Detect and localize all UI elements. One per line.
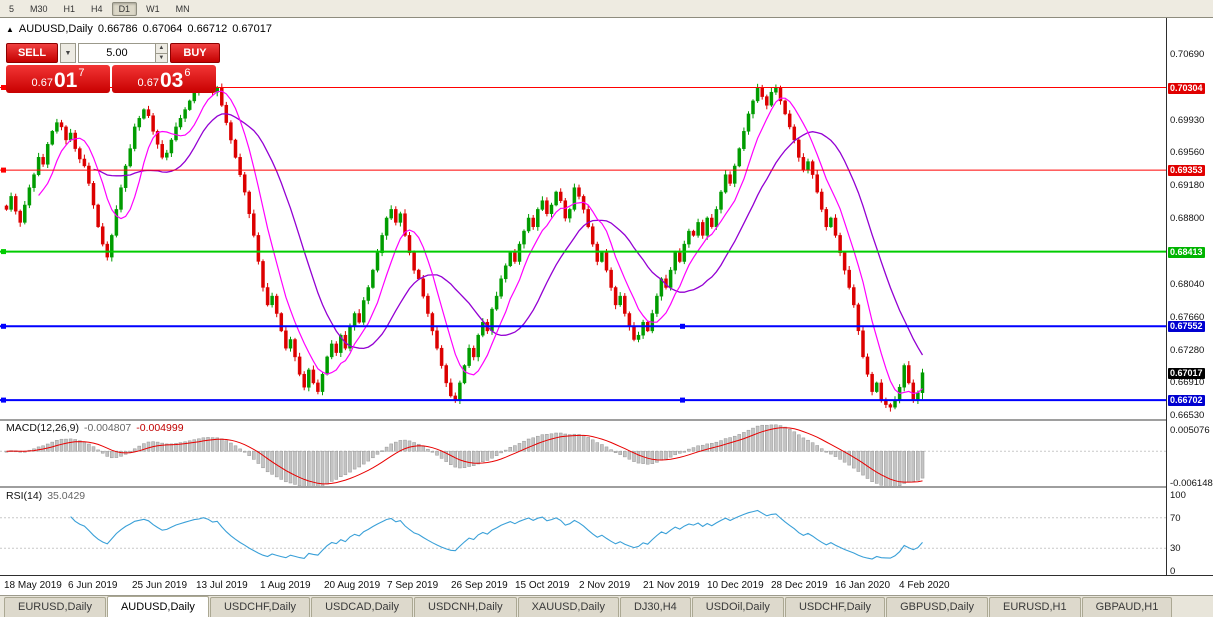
macd-pane [0,424,1166,486]
chart-tab-dj30-h4[interactable]: DJ30,H4 [619,597,691,617]
chart-tab-usdoil-daily[interactable]: USDOil,Daily [691,597,784,617]
date-label: 21 Nov 2019 [643,580,700,591]
y-axis-label: 0.66530 [1170,410,1205,421]
ohlc-low: 0.66712 [187,23,228,35]
buy-price-big: 03 [159,69,184,92]
date-label: 28 Dec 2019 [771,580,828,591]
macd-value-main: -0.004807 [83,422,132,434]
collapse-arrow-icon[interactable]: ▲ [6,25,14,34]
date-label: 25 Jun 2019 [132,580,188,591]
date-axis[interactable]: 18 May 2019 6 Jun 2019 25 Jun 2019 13 Jul 2… [0,575,1213,595]
rsi-value: 35.0429 [47,490,86,502]
rsi-pane [0,509,1166,560]
chart-tab-usdchf-daily[interactable]: USDCHF,Daily [784,597,886,617]
timeframe-button-h1[interactable]: H1 [63,3,76,14]
sell-price-prefix: 0.67 [31,77,53,89]
current-price-label: 0.67017 [1168,368,1205,379]
rsi-indicator-label: RSI(14) 35.0429 [6,490,90,502]
price-line-label: 0.67552 [1168,321,1205,332]
chart-tab-usdcnh-daily[interactable]: USDCNH,Daily [414,597,517,617]
volume-field: ▲ ▼ [78,43,168,63]
buy-price-prefix: 0.67 [137,77,159,89]
date-label: 13 Jul 2019 [196,580,248,591]
volume-down-arrow-icon[interactable]: ▼ [155,53,167,62]
date-label: 16 Jan 2020 [835,580,891,591]
y-axis-label: 0.69180 [1170,180,1205,191]
y-axis-label: 0.70690 [1170,49,1205,60]
chart-tab-usdcad-daily[interactable]: USDCAD,Daily [311,597,414,617]
y-axis-label: 0.68800 [1170,213,1205,224]
price-axis[interactable]: 0.706900.703100.699300.695600.691800.688… [1166,18,1213,577]
macd-value-signal: -0.004999 [136,422,184,434]
ohlc-close: 0.67017 [232,23,272,35]
buy-button[interactable]: BUY [170,43,220,63]
symbol-label: AUDUSD,Daily [18,23,93,35]
candles-layer [4,75,925,412]
timeframe-button-m30[interactable]: M30 [30,3,48,14]
price-line-label: 0.68413 [1168,247,1205,258]
rsi-axis-label: 0 [1170,566,1176,577]
date-label: 2 Nov 2019 [579,580,631,591]
volume-spinner: ▲ ▼ [154,44,167,62]
date-label: 20 Aug 2019 [324,580,381,591]
y-axis-label: 0.67280 [1170,345,1205,356]
buy-price-panel[interactable]: 0.67 03 6 [112,65,216,93]
date-label: 10 Dec 2019 [707,580,764,591]
macd-axis-label: -0.006148 [1170,478,1213,489]
chart-title: ▲ AUDUSD,Daily 0.66786 0.67064 0.66712 0.6701… [6,23,277,35]
date-label: 15 Oct 2019 [515,580,570,591]
timeframe-button-mn[interactable]: MN [175,3,190,14]
sell-price-panel[interactable]: 0.67 01 7 [6,65,110,93]
chart-tab-xauusd-daily[interactable]: XAUUSD,Daily [517,597,619,617]
date-label: 6 Jun 2019 [68,580,118,591]
volume-dropdown-icon[interactable]: ▼ [60,43,76,63]
rsi-axis-label: 100 [1170,490,1186,501]
price-line-label: 0.69353 [1168,165,1205,176]
rsi-axis-label: 30 [1170,543,1181,554]
timeframe-button-d1[interactable]: D1 [111,1,138,16]
volume-input[interactable] [79,44,155,62]
date-label: 1 Aug 2019 [260,580,311,591]
timeframe-toolbar: 5 M30 H1 H4 D1 W1 MN [0,0,1213,18]
one-click-trading-panel: SELL ▼ ▲ ▼ BUY 0.67 01 7 0.6 [6,43,220,93]
chart-tab-eurusd-daily[interactable]: EURUSD,Daily [4,597,106,617]
timeframe-button-h4[interactable]: H4 [91,3,103,14]
ohlc-open: 0.66786 [97,23,138,35]
date-label: 7 Sep 2019 [387,580,439,591]
y-axis-label: 0.69560 [1170,147,1205,158]
macd-name: MACD(12,26,9) [6,422,79,434]
timeframe-button-w1[interactable]: W1 [146,3,160,14]
macd-indicator-label: MACD(12,26,9) -0.004807 -0.004999 [6,422,189,434]
date-label: 18 May 2019 [4,580,62,591]
buy-price-pip: 6 [184,67,191,79]
rsi-name: RSI(14) [6,490,43,502]
sell-price-big: 01 [53,69,78,92]
chart-tab-gbpaud-h1[interactable]: GBPAUD,H1 [1081,597,1173,617]
sell-button[interactable]: SELL [6,43,58,63]
price-chart-canvas[interactable] [0,18,1166,575]
y-axis-label: 0.66910 [1170,377,1205,388]
chart-area: ▲ AUDUSD,Daily 0.66786 0.67064 0.66712 0.6701… [0,18,1213,595]
ohlc-high: 0.67064 [142,23,183,35]
y-axis-label: 0.67660 [1170,312,1205,323]
rsi-axis-label: 70 [1170,513,1181,524]
pane-splitter-macd[interactable] [0,419,1213,421]
volume-up-arrow-icon[interactable]: ▲ [155,44,167,54]
chart-tab-eurusd-h1[interactable]: EURUSD,H1 [989,597,1081,617]
date-label: 26 Sep 2019 [451,580,508,591]
y-axis-label: 0.68040 [1170,279,1205,290]
timeframe-button-5[interactable]: 5 [9,3,15,14]
y-axis-label: 0.69930 [1170,115,1205,126]
chart-tab-bar: EURUSD,Daily AUDUSD,Daily USDCHF,Daily USDC… [0,595,1213,617]
sell-price-pip: 7 [78,67,85,79]
price-line-label: 0.70304 [1168,83,1205,94]
pane-splitter-rsi[interactable] [0,486,1213,488]
price-line-label: 0.66702 [1168,395,1205,406]
chart-tab-audusd-daily[interactable]: AUDUSD,Daily [106,596,209,617]
chart-tab-gbpusd-daily[interactable]: GBPUSD,Daily [886,597,989,617]
macd-axis-label: 0.005076 [1170,425,1210,436]
date-label: 4 Feb 2020 [899,580,950,591]
chart-tab-usdchf-daily[interactable]: USDCHF,Daily [209,597,311,617]
